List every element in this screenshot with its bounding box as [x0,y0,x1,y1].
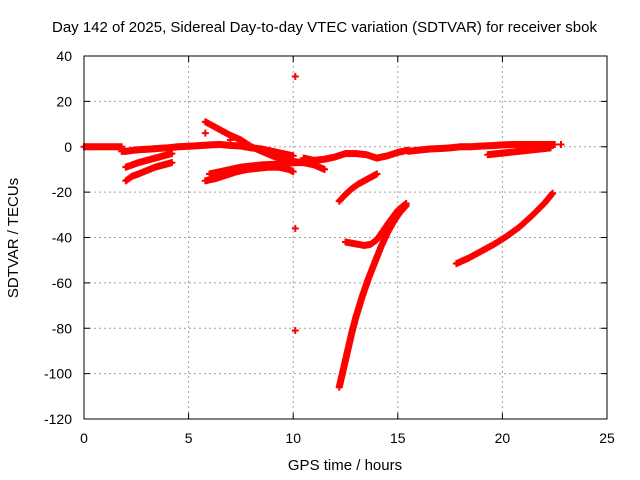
data-point [547,144,555,152]
data-point [321,165,329,173]
data-point [168,150,176,158]
y-tick-label: -120 [44,411,72,427]
data-point [291,327,299,335]
chart-title: Day 142 of 2025, Sidereal Day-to-day VTE… [52,19,597,36]
data-point [201,129,209,137]
y-tick-label: -20 [52,184,72,200]
y-tick-label: -100 [44,366,72,382]
y-axis: -120 -100 -80 -60 -40 -20 0 20 40 [44,48,607,427]
x-tick-label: 10 [285,430,301,446]
y-tick-label: 20 [56,93,72,109]
data-point [401,203,409,211]
data-point [226,136,234,144]
x-tick-label: 0 [80,430,88,446]
data-point [291,224,299,232]
x-tick-label: 15 [390,430,406,446]
data-point [549,189,557,197]
y-axis-label: SDTVAR / TECUs [5,178,22,298]
y-tick-label: -80 [52,320,72,336]
data-point [291,72,299,80]
data-point [557,140,565,148]
x-tick-label: 5 [185,430,193,446]
x-tick-label: 25 [599,430,615,446]
y-tick-label: 0 [64,139,72,155]
plot-frame [83,55,608,420]
x-tick-label: 20 [495,430,511,446]
data-points [80,72,565,391]
x-axis-label: GPS time / hours [288,457,402,474]
data-point [168,159,176,167]
y-tick-label: -60 [52,275,72,291]
data-point [289,168,297,176]
x-axis: 0 5 10 15 20 25 [80,56,615,446]
data-point [373,170,381,178]
y-tick-label: 40 [56,48,72,64]
y-tick-label: -40 [52,230,72,246]
data-point [402,202,410,210]
data-point [551,140,559,148]
